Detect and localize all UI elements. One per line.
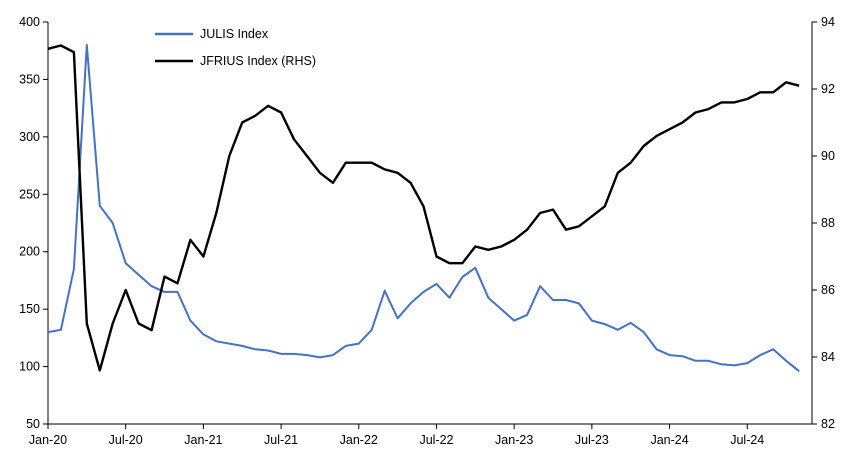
y-right-tick-label: 82 bbox=[821, 417, 835, 431]
y-left-tick-label: 50 bbox=[26, 417, 40, 431]
x-tick-label: Jul-24 bbox=[730, 433, 764, 447]
legend-label-jfrius: JFRIUS Index (RHS) bbox=[200, 54, 316, 68]
x-tick-label: Jul-21 bbox=[264, 433, 298, 447]
y-right-tick-label: 90 bbox=[821, 149, 835, 163]
y-right-ticks: 82 84 86 88 90 92 94 bbox=[812, 15, 835, 431]
y-right-tick-label: 86 bbox=[821, 283, 835, 297]
x-ticks: Jan-20 Jul-20 Jan-21 Jul-21 Jan-22 Jul-22 Jan-… bbox=[29, 424, 764, 447]
x-tick-label: Jul-23 bbox=[575, 433, 609, 447]
series-layer bbox=[47, 44, 800, 372]
x-tick-label: Jan-21 bbox=[184, 433, 222, 447]
y-left-tick-label: 400 bbox=[19, 15, 40, 29]
x-tick-label: Jan-22 bbox=[340, 433, 378, 447]
x-tick-label: Jul-20 bbox=[109, 433, 143, 447]
y-right-tick-label: 88 bbox=[821, 216, 835, 230]
y-right-tick-label: 92 bbox=[821, 82, 835, 96]
x-tick-label: Jan-20 bbox=[29, 433, 67, 447]
y-right-tick-label: 94 bbox=[821, 15, 835, 29]
y-left-tick-label: 250 bbox=[19, 187, 40, 201]
y-left-tick-label: 350 bbox=[19, 72, 40, 86]
series-line-jfrius bbox=[47, 44, 800, 372]
y-right-tick-label: 84 bbox=[821, 350, 835, 364]
y-left-tick-label: 200 bbox=[19, 245, 40, 259]
y-left-tick-label: 150 bbox=[19, 302, 40, 316]
series-line-julis bbox=[47, 44, 800, 372]
x-tick-label: Jan-24 bbox=[650, 433, 688, 447]
y-left-tick-label: 300 bbox=[19, 130, 40, 144]
x-tick-label: Jan-23 bbox=[495, 433, 533, 447]
plot-frame bbox=[47, 22, 813, 425]
legend: JULIS Index JFRIUS Index (RHS) bbox=[155, 27, 316, 68]
legend-label-julis: JULIS Index bbox=[200, 27, 269, 41]
y-left-tick-label: 100 bbox=[19, 360, 40, 374]
y-left-ticks: 50 100 150 200 250 300 350 400 bbox=[19, 15, 48, 431]
x-tick-label: Jul-22 bbox=[419, 433, 453, 447]
